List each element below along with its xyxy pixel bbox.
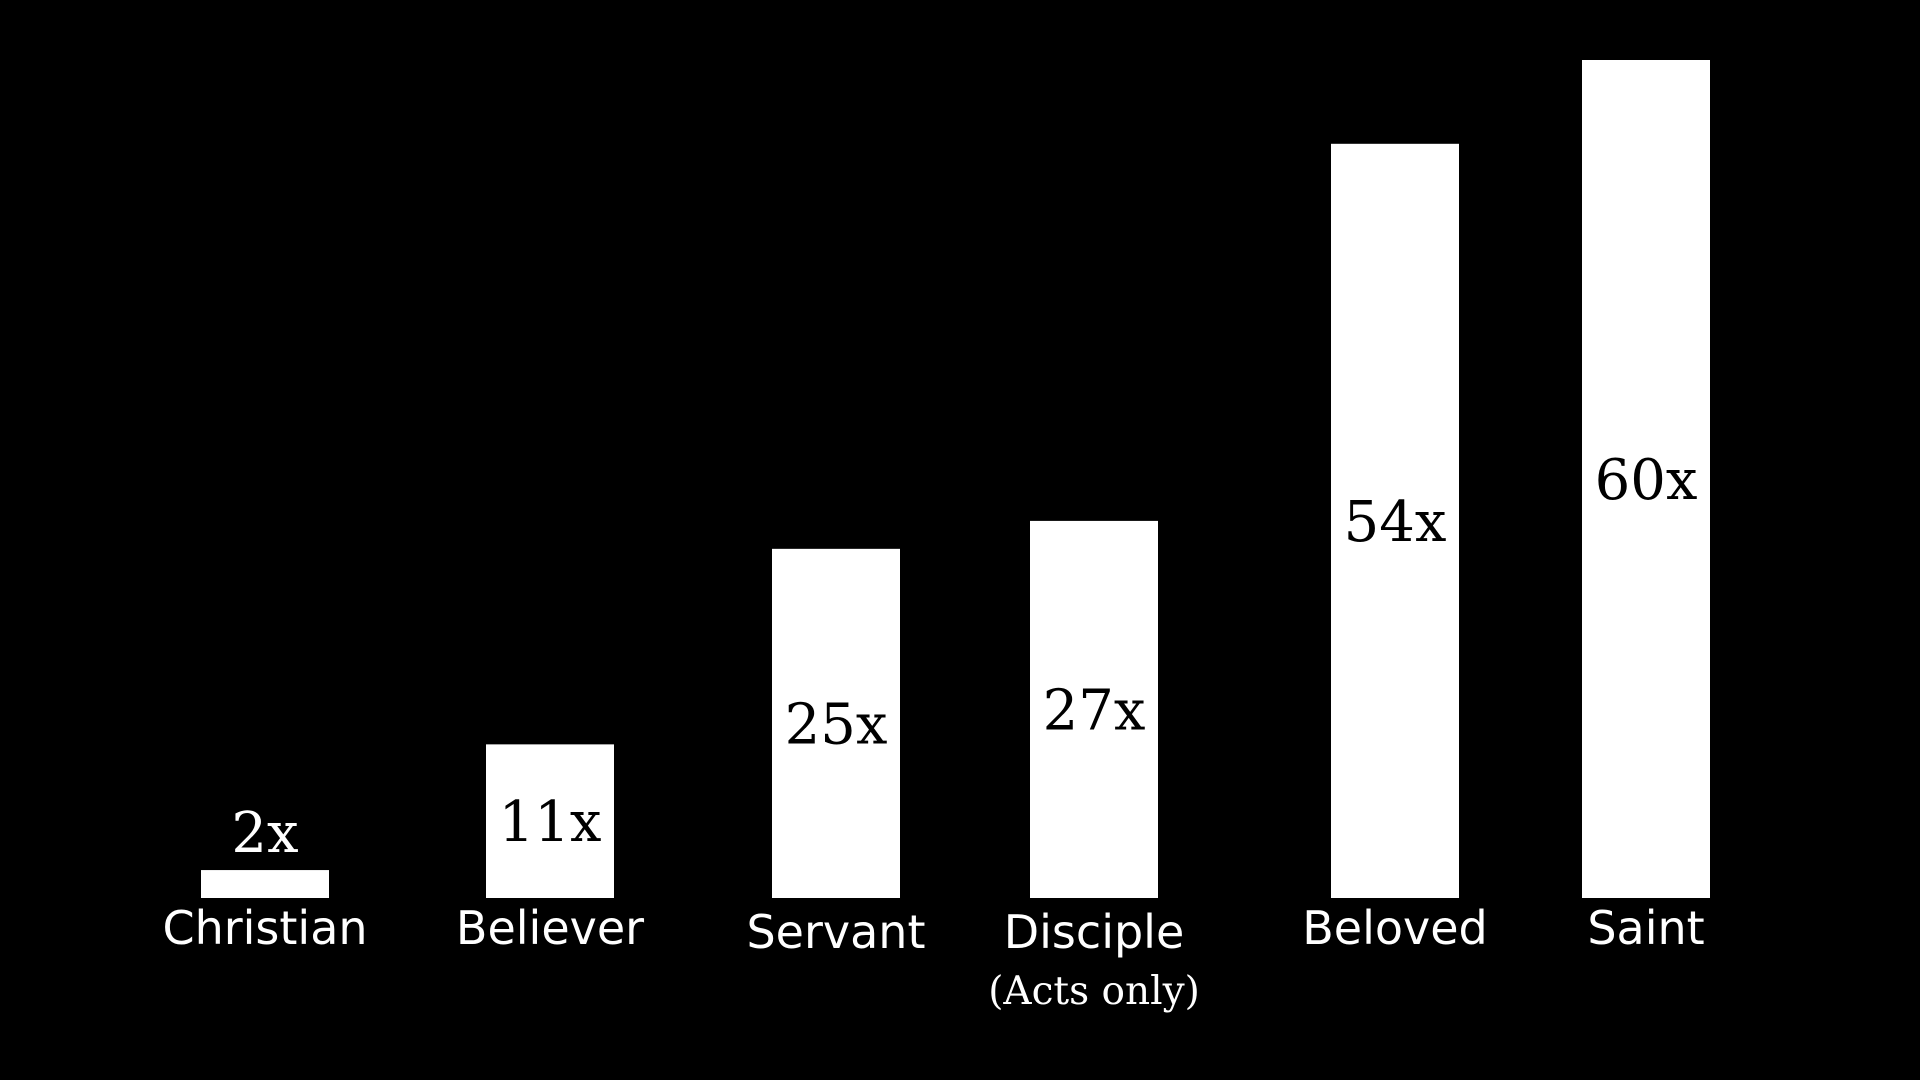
category-label-beloved: Beloved xyxy=(1302,901,1488,955)
category-label-disciple: Disciple xyxy=(1004,905,1185,959)
bar-believer xyxy=(486,744,614,898)
category-label-servant: Servant xyxy=(746,905,925,959)
value-label-beloved: 54x xyxy=(1344,490,1447,555)
category-label-christian: Christian xyxy=(162,901,367,955)
bar-christian xyxy=(201,870,329,898)
note-label-disciple: (Acts only) xyxy=(988,969,1200,1014)
value-label-christian: 2x xyxy=(231,801,298,866)
value-label-believer: 11x xyxy=(499,790,602,855)
category-label-saint: Saint xyxy=(1587,901,1704,955)
bar-saint xyxy=(1582,60,1710,898)
value-label-saint: 60x xyxy=(1595,448,1698,513)
bars-layer xyxy=(201,60,1710,899)
value-label-disciple: 27x xyxy=(1043,678,1146,743)
bar-disciple xyxy=(1030,520,1158,898)
labels-layer: 2x Christian 11x Believer 25x Servant 27x Disci… xyxy=(162,448,1704,1014)
bar-beloved xyxy=(1331,143,1459,899)
bar-servant xyxy=(772,548,900,898)
value-label-servant: 25x xyxy=(785,692,888,757)
category-label-believer: Believer xyxy=(456,901,644,955)
